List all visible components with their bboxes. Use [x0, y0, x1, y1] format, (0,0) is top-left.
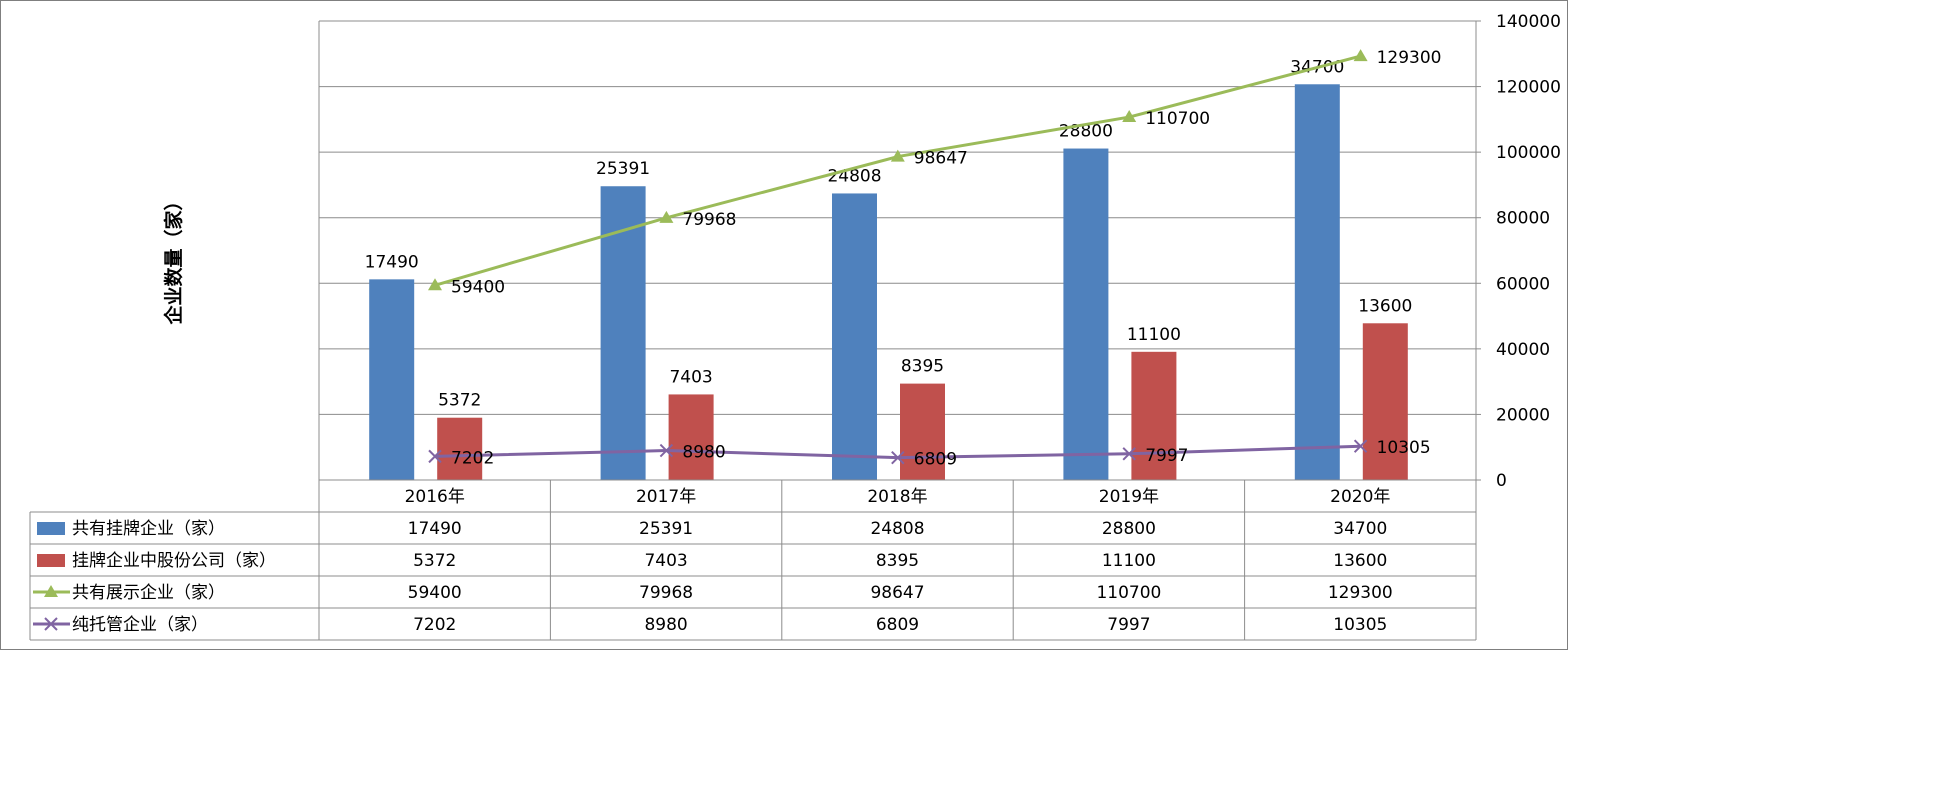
bar	[1131, 351, 1177, 480]
triangle-marker	[890, 149, 905, 162]
table-cell-value: 6809	[876, 615, 919, 635]
bar	[1294, 84, 1340, 480]
y-tick-label: 0	[1496, 471, 1507, 491]
x-marker	[659, 443, 674, 458]
bar-data-label: 7403	[669, 367, 712, 387]
line-data-label: 6809	[914, 450, 957, 470]
bar	[900, 383, 945, 480]
triangle-marker	[1353, 49, 1368, 62]
table-cell-value: 8395	[876, 551, 919, 571]
line-data-label: 10305	[1377, 438, 1431, 458]
x-marker	[428, 449, 442, 464]
table-cell-value: 34700	[1333, 519, 1387, 539]
table-cell-value: 129300	[1328, 583, 1393, 603]
table-cell-value: 10305	[1333, 615, 1387, 635]
legend-series-name: 共有挂牌企业（家）	[72, 519, 225, 539]
bar-data-label: 5372	[438, 391, 481, 411]
x-marker	[1353, 439, 1368, 453]
bar	[668, 394, 714, 480]
table-cell-value: 110700	[1096, 583, 1161, 603]
triangle-marker	[1122, 110, 1137, 123]
y-tick-label: 100000	[1496, 143, 1561, 163]
table-cell-value: 8980	[644, 615, 687, 635]
y-tick-label: 140000	[1496, 12, 1561, 32]
legend-series-name: 共有展示企业（家）	[72, 583, 225, 603]
table-cell-value: 13600	[1333, 551, 1387, 571]
legend-bar-swatch	[37, 554, 65, 567]
line-data-label: 59400	[451, 277, 505, 297]
x-category-label: 2018年	[867, 487, 927, 507]
table-cell-value: 79968	[639, 583, 693, 603]
x-category-label: 2019年	[1099, 487, 1159, 507]
legend-series-name: 纯托管企业（家）	[72, 615, 208, 635]
table-cell-value: 5372	[413, 551, 456, 571]
x-category-label: 2020年	[1330, 487, 1390, 507]
y-tick-label: 40000	[1496, 340, 1550, 360]
line-data-label: 7997	[1145, 446, 1188, 466]
triangle-marker	[659, 210, 674, 223]
y-tick-label: 80000	[1496, 209, 1550, 229]
line-data-label: 79968	[682, 210, 736, 230]
table-cell-value: 25391	[639, 519, 693, 539]
table-cell-value: 98647	[870, 583, 924, 603]
table-cell-value: 11100	[1102, 551, 1156, 571]
bar-data-label: 11100	[1127, 325, 1181, 345]
bar-data-label: 25391	[596, 159, 650, 179]
table-cell-value: 7202	[413, 615, 456, 635]
triangle-marker-icon	[44, 585, 58, 597]
table-cell-value: 24808	[870, 519, 924, 539]
bar-data-label: 17490	[365, 252, 419, 272]
line-data-label: 110700	[1145, 109, 1210, 129]
bar	[832, 193, 877, 480]
table-cell-value: 17490	[408, 519, 462, 539]
line-data-label: 98647	[914, 149, 968, 169]
bar-data-label: 13600	[1358, 296, 1412, 316]
y-axis-title: 企业数量（家）	[162, 191, 185, 325]
legend-bar-swatch	[37, 522, 65, 535]
bar-data-label: 8395	[901, 357, 944, 377]
y-tick-label: 60000	[1496, 274, 1550, 294]
y-tick-label: 120000	[1496, 78, 1561, 98]
bar	[1362, 323, 1408, 480]
x-category-label: 2016年	[405, 487, 465, 507]
line-data-label: 7202	[451, 448, 494, 468]
triangle-marker	[428, 278, 442, 291]
legend-series-name: 挂牌企业中股份公司（家）	[72, 551, 276, 571]
y-tick-label: 20000	[1496, 405, 1550, 425]
x-marker	[1122, 447, 1136, 461]
bar	[437, 417, 483, 480]
table-cell-value: 28800	[1102, 519, 1156, 539]
table-cell-value: 7403	[644, 551, 687, 571]
chart-frame: 0 20000 40000 60000 80000 100000 120000 140000 企…	[0, 0, 1568, 650]
table-cell-value: 59400	[408, 583, 462, 603]
table-cell-value: 7997	[1107, 615, 1150, 635]
bar	[369, 279, 415, 480]
line-data-label: 129300	[1377, 48, 1442, 68]
bar	[1063, 148, 1109, 480]
x-category-label: 2017年	[636, 487, 696, 507]
line-data-label: 8980	[682, 443, 725, 463]
x-marker-icon	[44, 617, 58, 631]
x-marker	[891, 450, 905, 465]
combo-chart: 0 20000 40000 60000 80000 100000 120000 140000 企…	[0, 0, 1568, 650]
